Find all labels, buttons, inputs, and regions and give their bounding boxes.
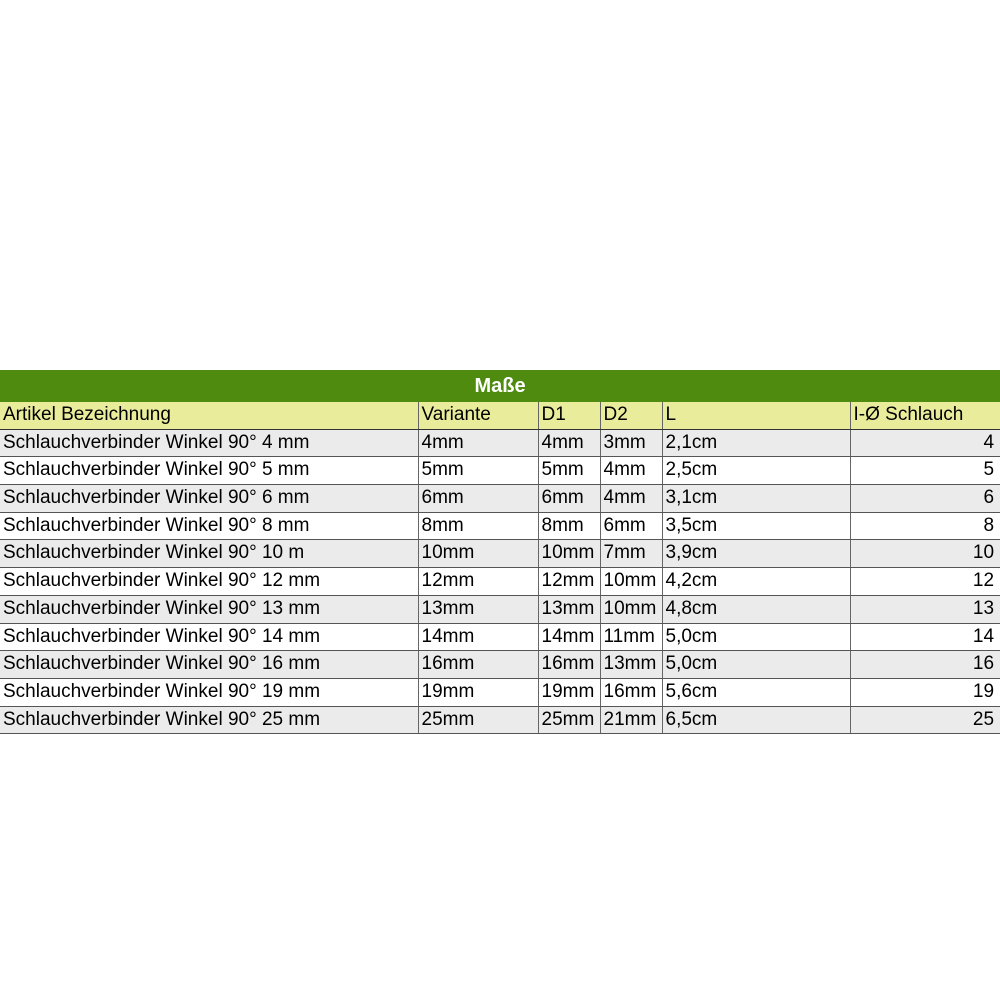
table-cell: 4,2cm xyxy=(662,568,850,596)
table-cell: 16mm xyxy=(418,651,538,679)
table-row: Schlauchverbinder Winkel 90° 4 mm4mm4mm3… xyxy=(0,429,1000,457)
table-cell: 19 xyxy=(850,678,1000,706)
dimensions-table: Maße Artikel Bezeichnung Variante D1 D2 … xyxy=(0,370,1000,734)
table-row: Schlauchverbinder Winkel 90° 19 mm19mm19… xyxy=(0,678,1000,706)
table-cell: 25 xyxy=(850,706,1000,734)
table-cell: 4 xyxy=(850,429,1000,457)
col-header-artikel: Artikel Bezeichnung xyxy=(0,402,418,430)
table-row: Schlauchverbinder Winkel 90° 10 m10mm10m… xyxy=(0,540,1000,568)
table-cell: 6mm xyxy=(600,512,662,540)
table-cell: 16 xyxy=(850,651,1000,679)
col-header-d2: D2 xyxy=(600,402,662,430)
table-row: Schlauchverbinder Winkel 90° 25 mm25mm25… xyxy=(0,706,1000,734)
table-cell: Schlauchverbinder Winkel 90° 4 mm xyxy=(0,429,418,457)
table-cell: 5 xyxy=(850,457,1000,485)
table-cell: 3,5cm xyxy=(662,512,850,540)
table-cell: Schlauchverbinder Winkel 90° 25 mm xyxy=(0,706,418,734)
table-row: Schlauchverbinder Winkel 90° 6 mm6mm6mm4… xyxy=(0,485,1000,513)
table-cell: 10mm xyxy=(418,540,538,568)
col-header-schlauch: I-Ø Schlauch xyxy=(850,402,1000,430)
table-cell: 14 xyxy=(850,623,1000,651)
table-cell: 8 xyxy=(850,512,1000,540)
table-cell: Schlauchverbinder Winkel 90° 8 mm xyxy=(0,512,418,540)
table-cell: Schlauchverbinder Winkel 90° 12 mm xyxy=(0,568,418,596)
table-cell: 4mm xyxy=(600,485,662,513)
table-cell: 4,8cm xyxy=(662,595,850,623)
table-row: Schlauchverbinder Winkel 90° 8 mm8mm8mm6… xyxy=(0,512,1000,540)
table-cell: 25mm xyxy=(538,706,600,734)
table-cell: 5mm xyxy=(538,457,600,485)
table-row: Schlauchverbinder Winkel 90° 12 mm12mm12… xyxy=(0,568,1000,596)
table-cell: 8mm xyxy=(538,512,600,540)
table-row: Schlauchverbinder Winkel 90° 5 mm5mm5mm4… xyxy=(0,457,1000,485)
table-cell: 13 xyxy=(850,595,1000,623)
col-header-d1: D1 xyxy=(538,402,600,430)
table-cell: 12mm xyxy=(538,568,600,596)
table-row: Schlauchverbinder Winkel 90° 14 mm14mm14… xyxy=(0,623,1000,651)
table-cell: Schlauchverbinder Winkel 90° 10 m xyxy=(0,540,418,568)
table-title: Maße xyxy=(0,371,1000,402)
table-cell: 4mm xyxy=(418,429,538,457)
table-cell: Schlauchverbinder Winkel 90° 6 mm xyxy=(0,485,418,513)
table-cell: 2,5cm xyxy=(662,457,850,485)
table-cell: 3mm xyxy=(600,429,662,457)
table-cell: 10mm xyxy=(538,540,600,568)
table-cell: 13mm xyxy=(600,651,662,679)
table-cell: 12mm xyxy=(418,568,538,596)
table-cell: 14mm xyxy=(538,623,600,651)
table-row: Schlauchverbinder Winkel 90° 16 mm16mm16… xyxy=(0,651,1000,679)
table-cell: 13mm xyxy=(538,595,600,623)
table-cell: Schlauchverbinder Winkel 90° 14 mm xyxy=(0,623,418,651)
table-cell: 4mm xyxy=(600,457,662,485)
table-row: Schlauchverbinder Winkel 90° 13 mm13mm13… xyxy=(0,595,1000,623)
table-cell: 8mm xyxy=(418,512,538,540)
table-cell: 19mm xyxy=(418,678,538,706)
table-cell: 6mm xyxy=(418,485,538,513)
table-cell: 10mm xyxy=(600,595,662,623)
table-cell: 10mm xyxy=(600,568,662,596)
table-cell: 5,6cm xyxy=(662,678,850,706)
table-container: Maße Artikel Bezeichnung Variante D1 D2 … xyxy=(0,370,1000,734)
table-cell: Schlauchverbinder Winkel 90° 16 mm xyxy=(0,651,418,679)
table-cell: 14mm xyxy=(418,623,538,651)
table-cell: 19mm xyxy=(538,678,600,706)
table-cell: 12 xyxy=(850,568,1000,596)
col-header-l: L xyxy=(662,402,850,430)
table-cell: 16mm xyxy=(600,678,662,706)
table-cell: 3,1cm xyxy=(662,485,850,513)
table-cell: 3,9cm xyxy=(662,540,850,568)
table-cell: 4mm xyxy=(538,429,600,457)
table-cell: 13mm xyxy=(418,595,538,623)
table-cell: 7mm xyxy=(600,540,662,568)
table-cell: Schlauchverbinder Winkel 90° 19 mm xyxy=(0,678,418,706)
col-header-variante: Variante xyxy=(418,402,538,430)
table-cell: 2,1cm xyxy=(662,429,850,457)
table-cell: Schlauchverbinder Winkel 90° 5 mm xyxy=(0,457,418,485)
table-cell: 11mm xyxy=(600,623,662,651)
table-cell: 5,0cm xyxy=(662,623,850,651)
table-cell: 16mm xyxy=(538,651,600,679)
table-cell: 6 xyxy=(850,485,1000,513)
table-title-row: Maße xyxy=(0,371,1000,402)
table-cell: Schlauchverbinder Winkel 90° 13 mm xyxy=(0,595,418,623)
table-cell: 21mm xyxy=(600,706,662,734)
table-cell: 6mm xyxy=(538,485,600,513)
table-cell: 25mm xyxy=(418,706,538,734)
table-cell: 10 xyxy=(850,540,1000,568)
table-body: Schlauchverbinder Winkel 90° 4 mm4mm4mm3… xyxy=(0,429,1000,734)
table-cell: 5mm xyxy=(418,457,538,485)
table-cell: 6,5cm xyxy=(662,706,850,734)
table-cell: 5,0cm xyxy=(662,651,850,679)
table-header-row: Artikel Bezeichnung Variante D1 D2 L I-Ø… xyxy=(0,402,1000,430)
